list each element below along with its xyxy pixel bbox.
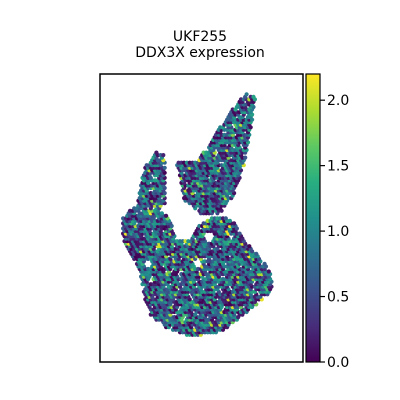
spot xyxy=(164,213,169,218)
spatial-spots xyxy=(121,92,274,337)
spot xyxy=(247,244,252,249)
spot xyxy=(244,92,249,97)
spot xyxy=(266,269,271,274)
spot xyxy=(232,221,237,226)
plot-frame xyxy=(99,73,304,363)
chart-title-line-2: DDX3X expression xyxy=(135,45,265,61)
spot xyxy=(159,211,164,216)
colorbar-tick-label: 0.0 xyxy=(327,355,349,371)
spot xyxy=(227,218,232,223)
spot xyxy=(223,216,228,221)
colorbar-tick-label: 1.5 xyxy=(327,159,349,175)
colorbar-ticks: 0.0 0.5 1.0 1.5 2.0 xyxy=(320,93,349,371)
spot xyxy=(243,155,248,160)
spot xyxy=(161,153,166,158)
spot xyxy=(154,150,159,155)
spot xyxy=(237,231,242,236)
spot xyxy=(251,94,256,99)
colorbar xyxy=(305,73,321,363)
colorbar-tick-label: 1.0 xyxy=(327,224,349,240)
colorbar-tick-label: 0.5 xyxy=(327,290,349,306)
spot xyxy=(254,251,259,256)
spot xyxy=(262,261,267,266)
chart-title-line-1: UKF255 xyxy=(173,29,227,45)
colorbar-tick-label: 2.0 xyxy=(327,93,349,109)
spot xyxy=(162,165,167,170)
